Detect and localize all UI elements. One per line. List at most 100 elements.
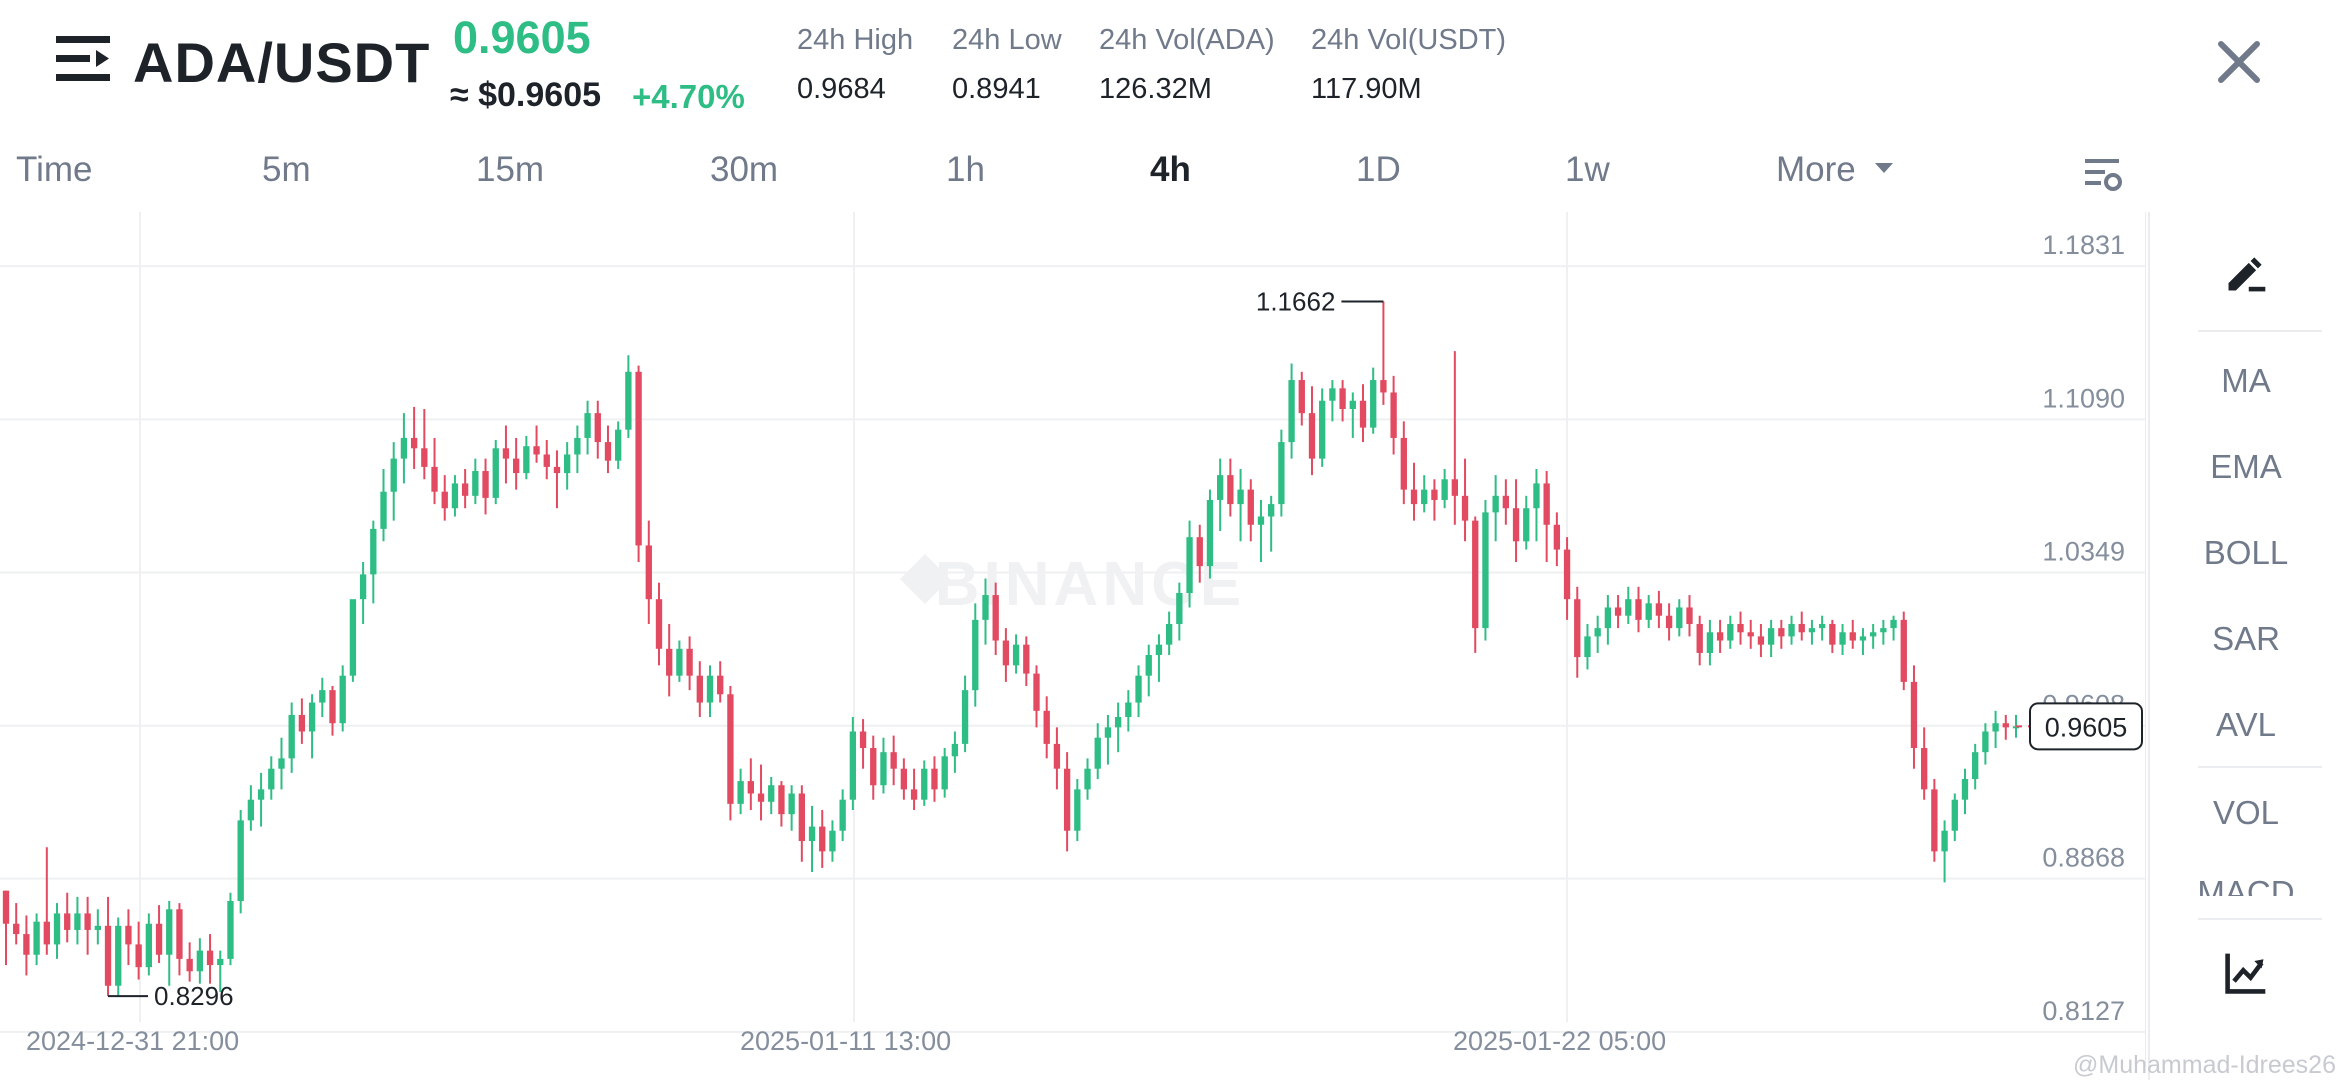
candle-body — [2, 890, 10, 924]
candle-body — [880, 752, 887, 786]
indicator-ma[interactable]: MA — [2221, 362, 2271, 399]
candle-body — [788, 793, 795, 815]
candle-body — [115, 925, 122, 986]
candle-body — [1002, 640, 1010, 666]
candle-body — [757, 793, 765, 802]
candle-body — [166, 909, 173, 955]
indicator-vol[interactable]: VOL — [2212, 794, 2280, 831]
candle-body — [1961, 779, 1969, 800]
candle-body — [1216, 475, 1224, 500]
candle-body — [1614, 607, 1622, 616]
candle-body — [1972, 752, 1979, 780]
indicator-sidebar: MA EMA BOLL SAR AVL VOL MACD — [2148, 212, 2340, 1080]
usd-price: ≈ $0.9605 — [450, 76, 602, 114]
candle-body — [1788, 623, 1795, 637]
candle-body — [992, 595, 999, 641]
tab-1d[interactable]: 1D — [1356, 150, 1401, 189]
pair-title: ADA/USDT — [133, 31, 431, 94]
candle-body — [492, 448, 499, 498]
candle-body — [1023, 644, 1030, 674]
tab-30m[interactable]: 30m — [710, 150, 779, 189]
candle-body — [819, 826, 826, 852]
candle-body — [778, 785, 785, 815]
candle-body — [339, 675, 346, 724]
tab-more[interactable]: More — [1776, 150, 1895, 190]
candle-body — [1533, 483, 1540, 509]
candle-body — [13, 923, 20, 935]
candle-body — [1859, 636, 1867, 641]
candle-body — [217, 958, 224, 966]
chart-area[interactable]: 1.18311.10901.03490.96080.88680.81272024… — [0, 212, 2147, 1067]
chart-type-icon[interactable] — [2223, 950, 2269, 996]
candle-body — [1890, 619, 1897, 629]
candle-body — [472, 471, 479, 496]
x-tick-label: 2025-01-22 05:00 — [1453, 1026, 1666, 1056]
candle-body — [288, 714, 295, 759]
candle-body — [145, 923, 153, 968]
candle-body — [1880, 628, 1887, 633]
candle-body — [410, 437, 418, 449]
candle-body — [84, 913, 91, 930]
candle-body — [308, 702, 316, 732]
candle-body — [1645, 603, 1652, 620]
candle-body — [523, 446, 530, 474]
candle-body — [1329, 388, 1336, 401]
menu-icon[interactable] — [56, 36, 110, 82]
candle-body — [1839, 632, 1846, 645]
candle-body — [74, 913, 81, 930]
tab-1w[interactable]: 1w — [1565, 150, 1610, 189]
candle-body — [1900, 619, 1907, 682]
candle-body — [635, 371, 642, 546]
indicator-avl[interactable]: AVL — [2216, 706, 2276, 743]
candle-body — [1696, 623, 1703, 653]
candle-body — [1992, 723, 1999, 732]
candle-body — [1635, 599, 1642, 620]
candle-body — [1869, 632, 1877, 637]
candle-body — [1716, 632, 1724, 641]
candle-body — [1165, 623, 1173, 645]
candle-body — [1084, 768, 1091, 790]
candle-body — [370, 528, 377, 575]
candle-body — [1319, 400, 1326, 459]
indicator-macd[interactable]: MACD — [2197, 874, 2295, 896]
candle-body — [1359, 400, 1367, 428]
close-icon[interactable] — [2215, 38, 2263, 86]
chart-settings-icon[interactable] — [2083, 155, 2123, 195]
candle-body — [186, 958, 193, 972]
tab-15m[interactable]: 15m — [476, 150, 545, 189]
indicator-boll[interactable]: BOLL — [2203, 534, 2289, 571]
candle-body — [1104, 727, 1112, 738]
draw-pencil-icon[interactable] — [2223, 250, 2269, 296]
current-price-tag — [2029, 702, 2143, 751]
candle-body — [900, 768, 908, 790]
y-tick-label: 1.1090 — [2042, 383, 2125, 413]
indicator-sar[interactable]: SAR — [2212, 620, 2280, 657]
candle-body — [1655, 603, 1663, 616]
tab-1h[interactable]: 1h — [946, 150, 985, 189]
candle-body — [890, 752, 897, 769]
candle-body — [1247, 489, 1254, 525]
candle-body — [951, 743, 959, 757]
x-tick-label: 2025-01-11 13:00 — [740, 1026, 951, 1056]
tab-5m[interactable]: 5m — [262, 150, 311, 189]
candle-body — [1757, 636, 1765, 645]
candle-body — [553, 466, 561, 474]
candle-body — [1727, 623, 1734, 641]
caret-down-icon — [1875, 162, 1894, 173]
candle-body — [451, 483, 459, 509]
candle-body — [1461, 495, 1469, 521]
candle-body — [461, 483, 469, 496]
candle-body — [859, 731, 867, 749]
candle-body — [1145, 655, 1152, 676]
interval-tabs: Time 5m 15m 30m 1h 4h 1D 1w More — [0, 150, 2150, 206]
candlestick-chart[interactable]: 1.18311.10901.03490.96080.88680.81272024… — [0, 212, 2147, 1067]
indicator-ema[interactable]: EMA — [2210, 448, 2282, 485]
candle-body — [1033, 673, 1040, 711]
tab-4h[interactable]: 4h — [1150, 150, 1191, 189]
current-price-label: 0.9605 — [2045, 712, 2128, 742]
candle-body — [533, 446, 540, 455]
tab-time[interactable]: Time — [16, 150, 93, 189]
candle-body — [1737, 623, 1744, 633]
candle-body — [737, 781, 744, 804]
candle-body — [1584, 636, 1591, 658]
